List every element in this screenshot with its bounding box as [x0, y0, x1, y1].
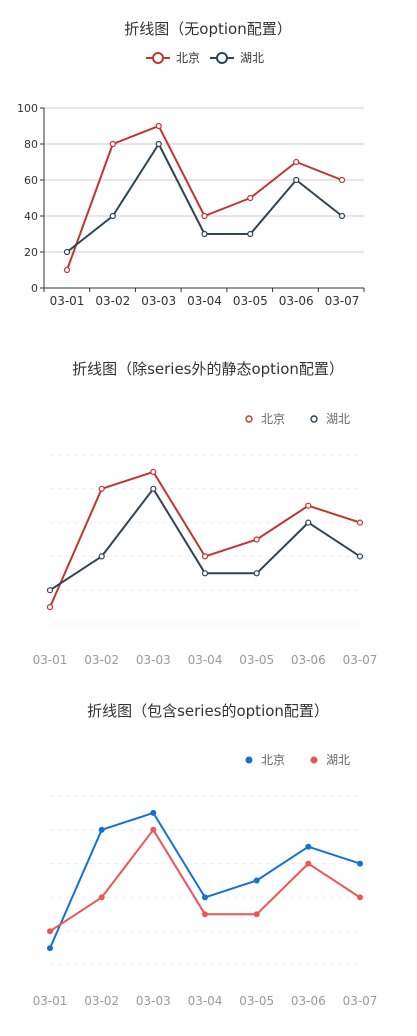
data-point[interactable] [48, 946, 53, 951]
data-point[interactable] [48, 588, 53, 593]
legend-item-1[interactable]: 北京 [146, 51, 200, 65]
legend-label: 湖北 [326, 411, 350, 426]
data-point[interactable] [110, 142, 115, 147]
legend-circle-icon [246, 416, 252, 422]
data-point[interactable] [65, 268, 70, 273]
data-point[interactable] [203, 912, 208, 917]
y-tick-label: 100 [17, 102, 38, 115]
legend-item-2[interactable]: 湖北 [210, 50, 264, 65]
data-point[interactable] [151, 810, 156, 815]
data-point[interactable] [99, 486, 104, 491]
data-point[interactable] [254, 878, 259, 883]
data-point[interactable] [202, 232, 207, 237]
legend-label: 北京 [176, 51, 200, 65]
data-point[interactable] [156, 142, 161, 147]
y-tick-label: 40 [24, 210, 38, 223]
data-point[interactable] [306, 503, 311, 508]
data-point[interactable] [358, 861, 363, 866]
legend-circle-icon [311, 416, 317, 422]
x-tick-label: 03-06 [291, 994, 326, 1008]
x-tick-label: 03-03 [136, 994, 171, 1008]
data-point[interactable] [156, 124, 161, 129]
data-point[interactable] [99, 827, 104, 832]
series-line-1 [67, 126, 342, 270]
y-tick-label: 0 [31, 282, 38, 295]
data-point[interactable] [99, 895, 104, 900]
data-point[interactable] [358, 520, 363, 525]
x-tick-label: 03-06 [291, 653, 326, 667]
x-tick-label: 03-04 [188, 653, 223, 667]
x-tick-label: 03-01 [50, 294, 85, 308]
chart-title: 折线图（包含series的option配置） [87, 702, 329, 720]
x-tick-label: 03-02 [84, 653, 119, 667]
legend-circle-icon [311, 757, 318, 764]
data-point[interactable] [294, 178, 299, 183]
data-point[interactable] [294, 160, 299, 165]
x-tick-label: 03-03 [136, 653, 171, 667]
data-point[interactable] [151, 469, 156, 474]
x-tick-label: 03-02 [95, 294, 130, 308]
x-tick-label: 03-07 [343, 994, 378, 1008]
chart-3: 折线图（包含series的option配置） 03-01 03-02 03-03 03-… [33, 702, 378, 1008]
legend-item-2[interactable]: 湖北 [311, 411, 350, 426]
x-tick-label: 03-03 [141, 294, 176, 308]
chart-title: 折线图（除series外的静态option配置） [72, 360, 344, 378]
x-tick-label: 03-04 [188, 994, 223, 1008]
legend-label: 湖北 [240, 50, 264, 65]
legend-circle-icon [153, 53, 163, 63]
data-point[interactable] [306, 861, 311, 866]
series-line-1 [50, 813, 360, 948]
x-tick-label: 03-06 [279, 294, 314, 308]
chart-2: 折线图（除series外的静态option配置） 03-01 03-02 03-03 0… [33, 360, 378, 667]
x-tick-label: 03-05 [239, 653, 274, 667]
legend-circle-icon [217, 53, 227, 63]
data-point[interactable] [254, 537, 259, 542]
data-point[interactable] [358, 895, 363, 900]
data-point[interactable] [48, 605, 53, 610]
y-tick-label: 60 [24, 174, 38, 187]
x-tick-label: 03-04 [187, 294, 222, 308]
data-point[interactable] [306, 844, 311, 849]
data-point[interactable] [340, 214, 345, 219]
legend-label: 北京 [261, 412, 285, 426]
chart-1: 折线图（无option配置） 0 20 40 60 80 100 03-01 03-02 03-0… [17, 20, 364, 308]
x-tick-label: 03-05 [233, 294, 268, 308]
data-point[interactable] [65, 250, 70, 255]
legend-item-1[interactable]: 北京 [246, 412, 285, 426]
x-tick-label: 03-02 [84, 994, 119, 1008]
data-point[interactable] [248, 196, 253, 201]
data-point[interactable] [358, 554, 363, 559]
x-tick-label: 03-01 [33, 994, 68, 1008]
data-point[interactable] [306, 520, 311, 525]
data-point[interactable] [254, 571, 259, 576]
chart-title: 折线图（无option配置） [124, 20, 291, 38]
data-point[interactable] [203, 895, 208, 900]
data-point[interactable] [151, 827, 156, 832]
legend-circle-icon [246, 757, 253, 764]
data-point[interactable] [340, 178, 345, 183]
legend-label: 北京 [261, 753, 285, 767]
x-tick-label: 03-01 [33, 653, 68, 667]
x-tick-label: 03-07 [325, 294, 360, 308]
data-point[interactable] [254, 912, 259, 917]
data-point[interactable] [203, 554, 208, 559]
data-point[interactable] [99, 554, 104, 559]
data-point[interactable] [248, 232, 253, 237]
data-point[interactable] [48, 929, 53, 934]
data-point[interactable] [202, 214, 207, 219]
data-point[interactable] [151, 486, 156, 491]
y-tick-label: 80 [24, 138, 38, 151]
legend-item-2[interactable]: 湖北 [311, 752, 351, 767]
data-point[interactable] [110, 214, 115, 219]
x-tick-label: 03-05 [239, 994, 274, 1008]
data-point[interactable] [203, 571, 208, 576]
legend-label: 湖北 [326, 752, 350, 767]
y-tick-label: 20 [24, 246, 38, 259]
legend-item-1[interactable]: 北京 [246, 753, 286, 767]
series-line-1 [50, 472, 360, 607]
x-tick-label: 03-07 [343, 653, 378, 667]
